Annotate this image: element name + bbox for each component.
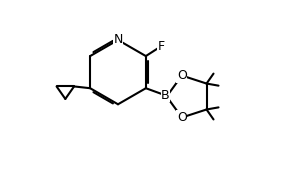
Text: F: F <box>158 40 164 53</box>
Text: B: B <box>161 89 170 102</box>
Text: O: O <box>177 69 187 82</box>
Text: O: O <box>177 111 187 124</box>
Text: N: N <box>113 33 123 46</box>
